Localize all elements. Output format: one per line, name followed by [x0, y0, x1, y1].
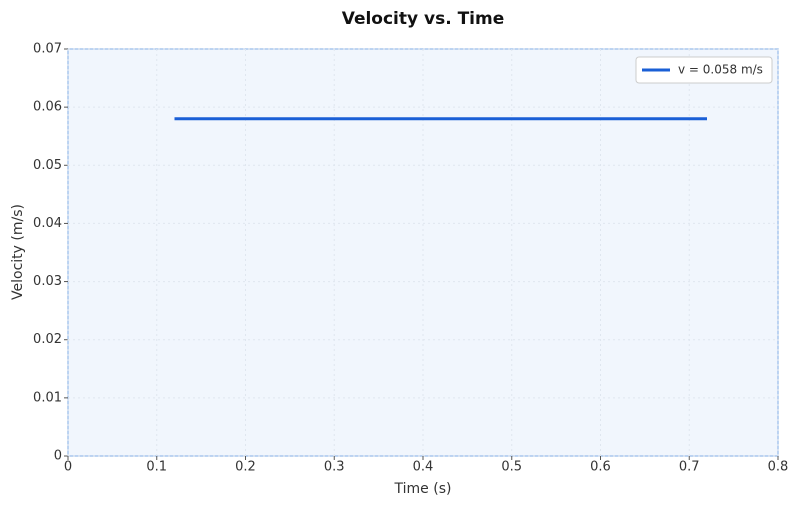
y-tick-label: 0.02: [33, 332, 62, 347]
x-tick-label: 0.5: [501, 460, 522, 475]
x-tick-label: 0.6: [590, 460, 611, 475]
y-axis-label: Velocity (m/s): [10, 204, 26, 300]
y-tick-label: 0.01: [33, 390, 62, 405]
x-tick-label: 0.7: [679, 460, 700, 475]
chart-title: Velocity vs. Time: [342, 9, 505, 29]
y-tick-label: 0: [54, 449, 62, 464]
y-tick-label: 0.04: [33, 216, 62, 231]
x-tick-label: 0.8: [768, 460, 789, 475]
y-tick-label: 0.07: [33, 42, 62, 57]
x-axis-label: Time (s): [394, 481, 452, 497]
x-tick-label: 0.2: [235, 460, 256, 475]
x-tick-label: 0.3: [324, 460, 345, 475]
x-tick-label: 0: [64, 460, 72, 475]
y-tick-label: 0.05: [33, 158, 62, 173]
legend: v = 0.058 m/s: [635, 56, 773, 84]
y-tick-label: 0.03: [33, 274, 62, 289]
legend-label: v = 0.058 m/s: [678, 63, 763, 77]
plot-area: [67, 48, 779, 457]
y-tick-label: 0.06: [33, 100, 62, 115]
legend-box: [635, 56, 773, 84]
x-tick-label: 0.1: [146, 460, 167, 475]
x-tick-label: 0.4: [413, 460, 434, 475]
